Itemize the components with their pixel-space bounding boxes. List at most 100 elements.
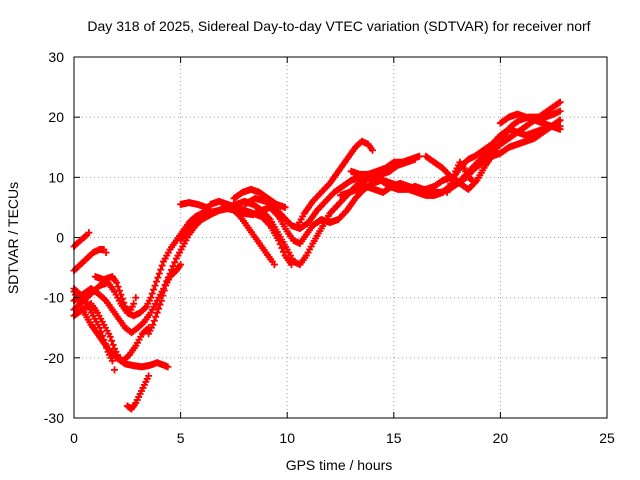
data-point (450, 171, 458, 179)
data-point (279, 248, 287, 256)
data-point (97, 328, 105, 336)
data-points (70, 98, 564, 413)
x-tick-label: 25 (599, 430, 615, 446)
data-point (100, 336, 108, 344)
data-series (177, 199, 210, 211)
data-point (555, 99, 563, 107)
data-point (158, 262, 166, 270)
y-tick-label: -20 (44, 350, 64, 366)
data-point (120, 299, 128, 307)
grid-lines (74, 57, 607, 418)
data-point (130, 300, 138, 308)
data-point (85, 229, 93, 237)
data-point (132, 294, 140, 302)
data-series (177, 197, 295, 269)
data-point (98, 332, 106, 340)
data-point (177, 261, 185, 269)
data-point (102, 249, 110, 257)
data-series (70, 285, 119, 374)
data-point (108, 357, 116, 365)
data-point (555, 117, 563, 125)
data-series (241, 170, 372, 232)
y-tick-label: 30 (48, 49, 64, 65)
data-point (556, 116, 564, 124)
data-point (151, 282, 159, 290)
data-point (150, 317, 158, 325)
data-point (101, 340, 109, 348)
data-point (157, 266, 165, 274)
y-tick-label: 0 (56, 230, 64, 246)
data-point (154, 274, 162, 282)
data-point (156, 301, 164, 309)
data-point (108, 337, 116, 345)
y-axis-label: SDTVAR / TECUs (5, 182, 21, 294)
data-point (556, 125, 564, 133)
x-axis-label: GPS time / hours (286, 457, 393, 473)
data-point (111, 366, 119, 374)
x-tick-label: 20 (493, 430, 509, 446)
data-point (106, 333, 114, 341)
x-tick-label: 10 (279, 430, 295, 446)
data-point (171, 258, 179, 266)
y-tick-label: 20 (48, 109, 64, 125)
data-point (164, 363, 172, 371)
data-point (469, 176, 477, 184)
data-point (276, 240, 284, 248)
data-point (96, 324, 104, 332)
x-tick-label: 15 (386, 430, 402, 446)
data-series (230, 206, 278, 269)
data-point (155, 305, 163, 313)
data-point (153, 309, 161, 317)
data-point (109, 341, 117, 349)
data-point (281, 203, 289, 211)
data-point (415, 152, 423, 160)
y-tick-label: 10 (48, 169, 64, 185)
data-point (270, 261, 278, 269)
data-series (347, 152, 423, 178)
data-point (152, 278, 160, 286)
x-tick-label: 5 (177, 430, 185, 446)
data-point (152, 313, 160, 321)
data-series (123, 372, 153, 413)
data-point (103, 344, 111, 352)
data-point (114, 283, 122, 291)
data-point (278, 244, 286, 252)
data-point (117, 291, 125, 299)
data-point (447, 179, 455, 187)
axis-ticks: 0 5 10 15 20 25 -30 -20 -10 0 10 20 30 (44, 49, 615, 446)
data-point (118, 295, 126, 303)
data-series (145, 261, 185, 338)
data-point (287, 261, 295, 269)
data-point (147, 294, 155, 302)
data-point (467, 175, 475, 183)
data-series (496, 110, 564, 133)
data-point (145, 372, 153, 380)
data-point (150, 286, 158, 294)
data-point (556, 98, 564, 106)
data-point (556, 107, 564, 115)
data-point (115, 287, 123, 295)
data-point (159, 292, 167, 300)
data-series (443, 158, 477, 196)
data-point (449, 175, 457, 183)
data-point (202, 203, 210, 211)
data-series (70, 246, 110, 275)
data-series (91, 273, 140, 317)
data-point (148, 290, 156, 298)
data-point (155, 270, 163, 278)
y-tick-label: -30 (44, 410, 64, 426)
y-tick-label: -10 (44, 290, 64, 306)
data-series (294, 137, 376, 229)
data-point (149, 321, 157, 329)
x-tick-label: 0 (70, 430, 78, 446)
data-point (157, 297, 165, 305)
data-point (275, 237, 283, 245)
data-point (169, 262, 177, 270)
data-point (113, 279, 121, 287)
data-point (81, 232, 89, 240)
data-point (368, 146, 376, 154)
chart-title: Day 318 of 2025, Sidereal Day-to-day VTE… (87, 18, 590, 34)
data-point (160, 287, 168, 295)
